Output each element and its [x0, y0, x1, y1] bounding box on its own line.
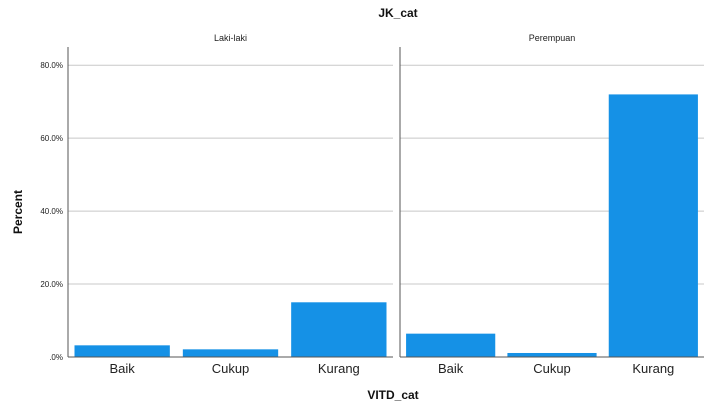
x-tick-label: Baik: [110, 361, 136, 376]
bar-perempuan-cukup: [507, 352, 597, 357]
y-axis-title: Percent: [11, 190, 25, 234]
bar-perempuan-baik: [406, 333, 496, 357]
chart-title: JK_cat: [378, 6, 417, 20]
bar-laki-laki-kurang: [291, 302, 387, 357]
x-tick-label: Kurang: [318, 361, 360, 376]
panel-label: Perempuan: [529, 33, 576, 43]
x-tick-label: Kurang: [632, 361, 674, 376]
bar-laki-laki-baik: [74, 345, 170, 357]
x-tick-label: Cukup: [212, 361, 250, 376]
x-tick-label: Cukup: [533, 361, 571, 376]
panel-label: Laki-laki: [214, 33, 247, 43]
y-tick-label: 60.0%: [40, 134, 63, 143]
y-tick-label: .0%: [49, 353, 63, 362]
plot-area: .0% 20.0% 40.0% 60.0% 80.0% Baik Cukup Kurang La…: [40, 33, 704, 376]
y-tick-label: 80.0%: [40, 61, 63, 70]
y-tick-label: 20.0%: [40, 280, 63, 289]
x-tick-label: Baik: [438, 361, 464, 376]
bar-perempuan-kurang: [608, 94, 698, 357]
bar-laki-laki-cukup: [182, 349, 279, 357]
y-tick-label: 40.0%: [40, 207, 63, 216]
x-axis-title: VITD_cat: [367, 388, 418, 402]
